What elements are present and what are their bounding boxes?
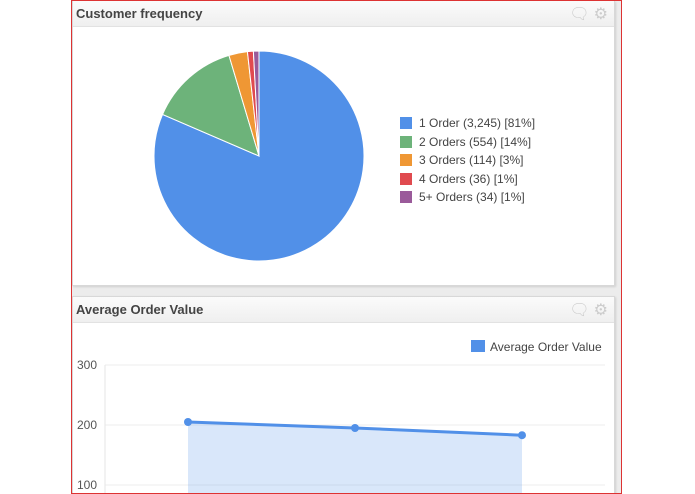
legend-item[interactable]: 5+ Orders (34) [1%]	[400, 188, 535, 207]
gear-icon[interactable]: ⚙	[593, 6, 608, 23]
legend-label: 5+ Orders (34) [1%]	[419, 190, 525, 205]
panel-header: Customer frequency 🗨 ⚙	[73, 1, 614, 27]
pie-chart	[153, 50, 365, 262]
legend-swatch	[471, 340, 485, 352]
area-chart: 300 200 100 Average Order Value	[77, 340, 605, 493]
legend-label: 2 Orders (554) [14%]	[419, 134, 532, 149]
data-point[interactable]	[184, 418, 192, 426]
average-order-value-panel: Average Order Value 🗨 ⚙ 300 200 100 Average …	[72, 296, 615, 493]
legend-swatch	[400, 191, 412, 204]
pie-legend: 1 Order (3,245) [81%] 2 Orders (554) [14%…	[400, 114, 535, 207]
comment-icon[interactable]: 🗨	[569, 6, 590, 23]
y-tick-label: 300	[77, 358, 97, 372]
legend-item[interactable]: 1 Order (3,245) [81%]	[400, 114, 535, 133]
y-tick-label: 100	[77, 478, 97, 492]
dashboard-frame: Customer frequency 🗨 ⚙ 1 Order (3,245) [8…	[71, 0, 622, 494]
legend-swatch	[400, 172, 412, 185]
legend-swatch	[400, 154, 412, 167]
legend-item[interactable]: 4 Orders (36) [1%]	[400, 170, 535, 189]
pie-slice[interactable]	[161, 54, 260, 157]
gear-icon[interactable]: ⚙	[593, 302, 608, 319]
customer-frequency-panel: Customer frequency 🗨 ⚙ 1 Order (3,245) [8…	[72, 1, 615, 286]
panel-title: Average Order Value	[76, 302, 204, 317]
legend-item[interactable]: 2 Orders (554) [14%]	[400, 133, 535, 152]
pie-slice[interactable]	[153, 50, 365, 262]
panel-header: Average Order Value 🗨 ⚙	[73, 297, 614, 323]
data-point[interactable]	[518, 431, 526, 440]
comment-icon[interactable]: 🗨	[569, 302, 590, 319]
area-fill	[188, 422, 522, 493]
legend-swatch	[400, 117, 412, 130]
y-tick-label: 200	[77, 418, 97, 432]
legend-label: 3 Orders (114) [3%]	[419, 153, 524, 168]
data-point[interactable]	[351, 424, 359, 432]
legend-label[interactable]: Average Order Value	[490, 340, 602, 354]
legend-item[interactable]: 3 Orders (114) [3%]	[400, 151, 535, 170]
legend-label: 4 Orders (36) [1%]	[419, 171, 518, 186]
legend-label: 1 Order (3,245) [81%]	[419, 116, 536, 131]
legend-swatch	[400, 135, 412, 148]
pie-slice[interactable]	[252, 50, 260, 157]
panel-title: Customer frequency	[76, 6, 203, 21]
